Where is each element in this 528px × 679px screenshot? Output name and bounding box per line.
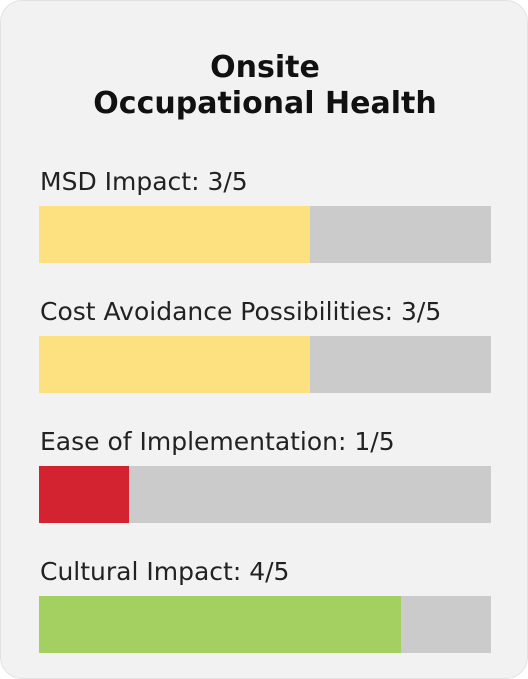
msd-impact-label: MSD Impact: 3/5 [40, 167, 248, 196]
ease-of-implementation-bar [39, 466, 491, 523]
card-title-line-1: Onsite [210, 50, 320, 85]
cultural-impact-label: Cultural Impact: 4/5 [40, 557, 290, 586]
ease-of-implementation-label: Ease of Implementation: 1/5 [40, 427, 395, 456]
cost-avoidance-bar [39, 336, 491, 393]
ease-of-implementation-bar-fill [39, 466, 130, 523]
msd-impact-bar [39, 206, 491, 263]
cultural-impact-bar [39, 596, 491, 653]
cost-avoidance-label: Cost Avoidance Possibilities: 3/5 [40, 297, 442, 326]
cost-avoidance-bar-fill [39, 336, 311, 393]
card-title-line-2: Occupational Health [93, 86, 437, 121]
cultural-impact-bar-fill [39, 596, 401, 653]
msd-impact-bar-fill [39, 206, 311, 263]
